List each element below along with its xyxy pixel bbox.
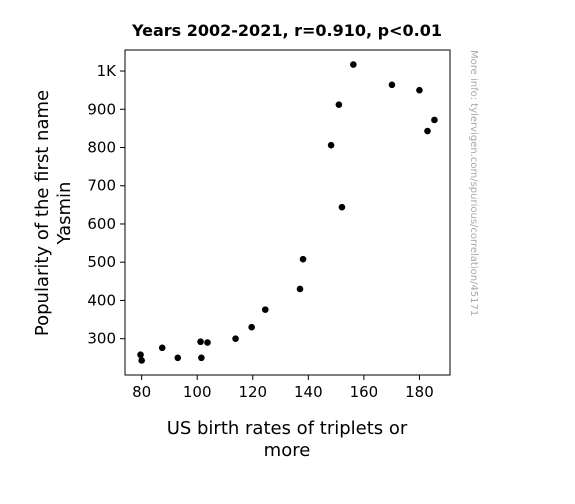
data-point — [350, 61, 357, 68]
x-axis-label: US birth rates of triplets or more — [167, 418, 408, 461]
source-watermark: More info: tylervigen.com/spurious/corre… — [468, 50, 479, 316]
data-point — [388, 81, 396, 89]
data-point — [204, 339, 211, 346]
y-axis-label-line-2: Yasmin — [54, 182, 75, 246]
data-point — [174, 354, 182, 362]
y-tick-label: 600 — [87, 215, 116, 233]
data-point — [335, 101, 343, 108]
data-point — [327, 141, 335, 149]
y-tick-label: 500 — [87, 253, 116, 271]
x-axis-label-line-1: US birth rates of triplets or — [167, 418, 408, 439]
data-point — [232, 335, 239, 342]
y-tick-label: 300 — [87, 330, 116, 348]
x-axis-label-line-2: more — [264, 440, 311, 461]
data-point — [261, 306, 269, 313]
data-point — [299, 255, 307, 263]
y-tick-label: 700 — [87, 177, 116, 195]
data-point — [424, 127, 431, 135]
data-point — [197, 338, 204, 346]
x-tick-label: 140 — [294, 383, 323, 401]
axis-ticks: 80 100 120 140 160 180 300 400 500 600 700 800 900 1K — [87, 62, 433, 401]
plot-area-frame — [124, 49, 451, 376]
data-point — [296, 285, 304, 293]
y-axis-label-line-1: Popularity of the first name — [32, 90, 53, 336]
x-tick-label: 160 — [350, 383, 379, 401]
y-tick-label: 400 — [87, 291, 116, 309]
data-point — [416, 86, 423, 94]
data-point — [248, 323, 255, 331]
data-point — [338, 203, 346, 211]
x-tick-label: 100 — [183, 383, 212, 401]
data-points — [137, 61, 438, 364]
data-point — [138, 357, 145, 364]
data-point — [198, 354, 205, 362]
x-tick-label: 180 — [405, 383, 434, 401]
x-tick-label: 120 — [238, 383, 267, 401]
y-axis-label: Popularity of the first name Yasmin — [32, 90, 75, 336]
chart-title: Years 2002-2021, r=0.910, p<0.01 — [131, 21, 442, 40]
y-tick-label: 900 — [87, 100, 116, 118]
y-tick-label: 1K — [97, 62, 118, 80]
data-point — [431, 116, 438, 124]
y-tick-label: 800 — [87, 139, 116, 157]
data-point — [137, 351, 144, 359]
data-point — [158, 344, 166, 352]
x-tick-label: 80 — [132, 383, 151, 401]
